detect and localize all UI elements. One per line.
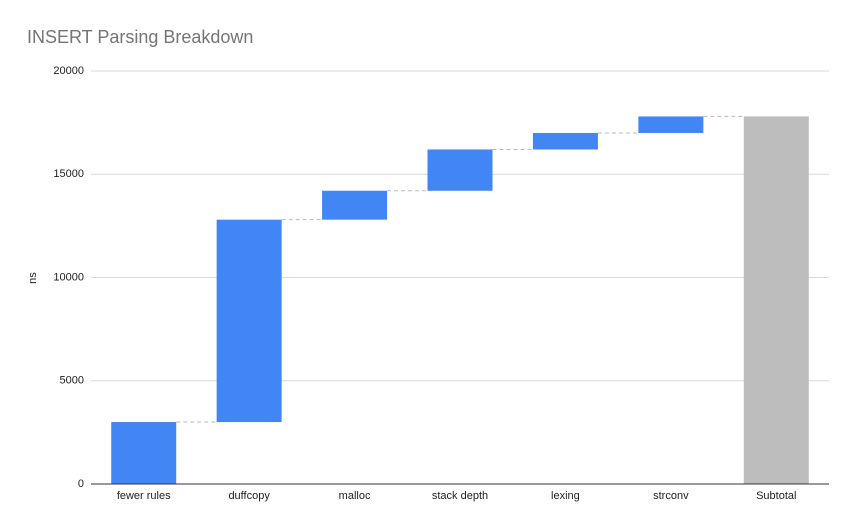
- x-tick-label: malloc: [339, 490, 371, 502]
- x-tick-label: duffcopy: [228, 490, 270, 502]
- y-tick-label: 20000: [53, 65, 84, 77]
- x-tick-label: stack depth: [432, 490, 488, 502]
- chart-title: INSERT Parsing Breakdown: [27, 27, 253, 47]
- bar: [638, 116, 704, 133]
- bar: [111, 422, 177, 484]
- y-axis-label: ns: [27, 272, 39, 284]
- x-tick-label: fewer rules: [117, 490, 171, 502]
- subtotal-bar: [743, 116, 809, 485]
- x-tick-label: lexing: [551, 490, 580, 502]
- bar: [216, 219, 282, 423]
- x-tick-label: Subtotal: [756, 490, 796, 502]
- bar: [427, 149, 493, 191]
- y-tick-label: 10000: [53, 271, 84, 283]
- bar: [532, 132, 598, 150]
- bar: [322, 190, 388, 220]
- x-tick-label: strconv: [653, 490, 689, 502]
- y-tick-label: 15000: [53, 168, 84, 180]
- y-tick-label: 0: [78, 478, 84, 490]
- y-tick-label: 5000: [60, 375, 84, 387]
